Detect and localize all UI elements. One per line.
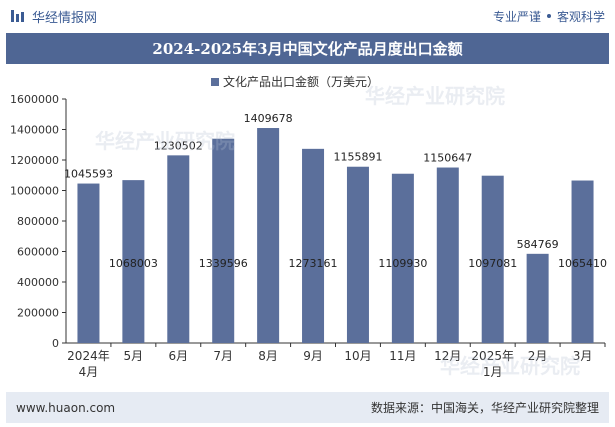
y-tick-label: 1600000 <box>10 93 59 106</box>
data-label: 1065410 <box>558 257 607 270</box>
x-tick-label: 11月 <box>389 349 416 363</box>
logo-icon <box>11 10 24 22</box>
x-tick-label: 12月 <box>434 349 461 363</box>
x-tick-label: 2025年 <box>471 349 514 363</box>
tagline: 专业严谨 客观科学 <box>493 8 605 25</box>
bar <box>212 138 235 343</box>
x-tick-label: 2月 <box>528 349 548 363</box>
bar <box>346 166 369 343</box>
y-tick-label: 1400000 <box>10 124 59 137</box>
y-tick-label: 800000 <box>17 215 59 228</box>
y-tick-label: 1200000 <box>10 154 59 167</box>
data-label: 1097081 <box>468 257 517 270</box>
legend-label: 文化产品出口金额（万美元） <box>223 74 379 89</box>
data-label: 1150647 <box>423 152 472 165</box>
y-tick-label: 400000 <box>17 276 59 289</box>
bar <box>391 173 414 343</box>
data-label: 584769 <box>517 238 559 251</box>
bar <box>122 180 145 343</box>
x-tick-label-line2: 4月 <box>79 365 99 379</box>
x-tick-label-line2: 1月 <box>483 365 503 379</box>
x-tick-label: 3月 <box>573 349 593 363</box>
chart-title: 2024-2025年3月中国文化产品月度出口金额 <box>152 40 463 58</box>
bar <box>302 148 325 343</box>
y-tick-label: 600000 <box>17 246 59 259</box>
legend-swatch <box>211 78 219 86</box>
header-bar: 华经情报网 专业严谨 客观科学 <box>0 0 615 32</box>
bar <box>167 155 190 343</box>
data-label: 1409678 <box>244 112 293 125</box>
data-label: 1068003 <box>109 257 158 270</box>
data-label: 1109930 <box>378 257 427 270</box>
tagline-2: 客观科学 <box>556 9 605 24</box>
brand[interactable]: 华经情报网 <box>10 7 97 26</box>
x-tick-label: 9月 <box>303 349 323 363</box>
x-tick-label: 10月 <box>344 349 371 363</box>
y-tick-label: 200000 <box>17 307 59 320</box>
x-tick-label: 7月 <box>213 349 233 363</box>
x-tick-label: 8月 <box>258 349 278 363</box>
x-tick-label: 5月 <box>124 349 144 363</box>
y-tick-label: 0 <box>52 337 59 350</box>
tagline-1: 专业严谨 <box>492 9 541 24</box>
bar <box>526 253 549 343</box>
data-label: 1230502 <box>154 139 203 152</box>
data-label: 1273161 <box>289 257 338 270</box>
bar <box>436 167 459 343</box>
bar <box>571 180 594 343</box>
bar <box>77 183 100 343</box>
bar <box>481 175 504 343</box>
brand-name: 华经情报网 <box>32 10 98 26</box>
chart-title-bar: 2024-2025年3月中国文化产品月度出口金额 <box>6 33 609 64</box>
bar-chart: 文化产品出口金额（万美元） 0 200000 400000 600000 800000 10… <box>10 74 607 379</box>
data-label: 1155891 <box>333 151 382 164</box>
footer-url[interactable]: www.huaon.com <box>16 400 116 415</box>
x-tick-label: 2024年 <box>67 349 110 363</box>
footer-source: 数据来源：中国海关，华经产业研究院整理 <box>370 401 599 415</box>
y-tick-label: 1000000 <box>10 185 59 198</box>
data-label: 1045593 <box>64 168 113 181</box>
separator-dot-icon <box>546 14 551 18</box>
data-label: 1339596 <box>199 257 248 270</box>
bar <box>257 128 280 343</box>
footer-bar: www.huaon.com 数据来源：中国海关，华经产业研究院整理 <box>6 392 609 423</box>
x-tick-label: 6月 <box>168 349 188 363</box>
